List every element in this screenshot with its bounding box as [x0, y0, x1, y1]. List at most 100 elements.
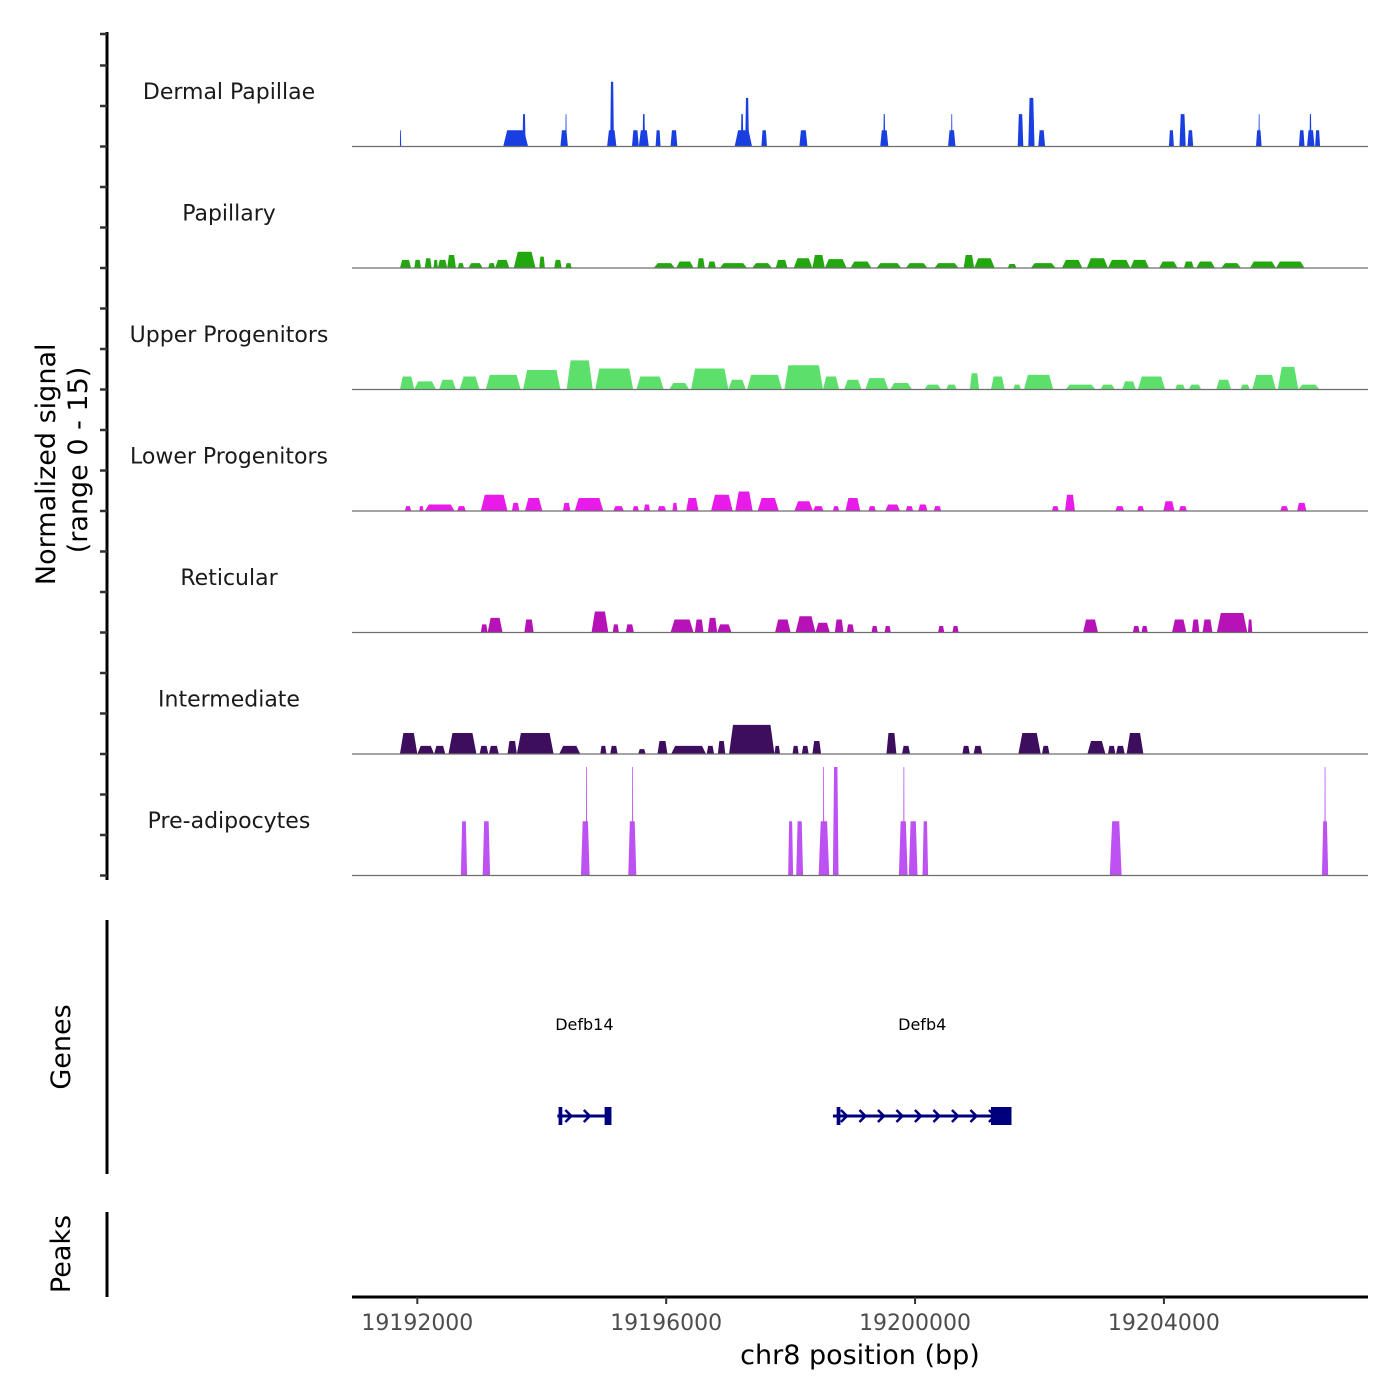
- x-axis-ticks: 19192000 19196000 19200000 19204000: [361, 1297, 1220, 1336]
- signal-peak: [399, 732, 418, 754]
- signal-peak: [846, 624, 855, 633]
- signal-peak: [815, 622, 830, 633]
- signal-peak: [747, 374, 782, 390]
- track-label: Reticular: [180, 566, 278, 591]
- signal-peak: [729, 724, 775, 754]
- track-pre-adipocytes: Pre-adipocytes: [148, 766, 1368, 877]
- signal-peak: [686, 498, 699, 511]
- signal-peak: [447, 255, 456, 268]
- signal-peak: [1202, 619, 1213, 633]
- signal-peak: [1275, 261, 1305, 268]
- signal-peak: [1038, 130, 1046, 147]
- signal-peak: [1018, 732, 1041, 754]
- track-label: Papillary: [182, 202, 276, 227]
- y-axis-title: Normalized signal (range 0 - 15): [31, 335, 94, 585]
- signal-peak: [795, 616, 816, 633]
- signal-peak: [625, 624, 634, 633]
- strand-arrow: [914, 1109, 923, 1123]
- signal-peak: [1196, 261, 1215, 268]
- signal-peak: [1163, 501, 1175, 511]
- signal-peak: [485, 374, 521, 390]
- signal-peak: [901, 745, 911, 754]
- signal-peak: [482, 821, 491, 876]
- signal-peak: [1065, 384, 1096, 390]
- signal-peak: [865, 378, 889, 390]
- signal-peak: [1137, 506, 1145, 511]
- signal-peak: [480, 494, 508, 511]
- signal-peak: [951, 114, 953, 147]
- signal-peak: [933, 506, 942, 511]
- signal-peak: [1221, 263, 1242, 268]
- y-axis-title-line1: Normalized signal: [31, 344, 62, 586]
- signal-peak: [657, 506, 667, 511]
- signal-peak: [1252, 374, 1276, 390]
- signal-peak: [479, 745, 489, 754]
- track-label: Upper Progenitors: [130, 323, 329, 348]
- signal-peak: [1061, 259, 1083, 268]
- signal-peak: [516, 732, 554, 754]
- signal-peak: [636, 376, 664, 390]
- gene-exon: [990, 1107, 1012, 1125]
- signal-peak: [908, 821, 918, 876]
- signal-peak: [691, 368, 729, 390]
- signal-peak: [566, 360, 593, 390]
- signal-peak: [671, 745, 707, 754]
- signal-peak: [752, 263, 772, 268]
- signal-peak: [1115, 506, 1125, 511]
- signal-peak: [457, 263, 464, 268]
- signal-peak: [1158, 261, 1178, 268]
- signal-peak: [717, 741, 726, 754]
- signal-peak: [884, 626, 891, 633]
- signal-peak: [1130, 259, 1149, 268]
- signal-y-ticks: [100, 32, 107, 877]
- signal-peak: [697, 258, 705, 268]
- signal-peak: [638, 749, 646, 754]
- signal-peak: [813, 506, 824, 511]
- signal-peak: [495, 259, 510, 268]
- signal-peak: [414, 381, 436, 390]
- track-label: Dermal Papillae: [143, 80, 315, 105]
- signal-peak: [1041, 745, 1050, 754]
- signal-peak: [439, 379, 456, 390]
- strand-arrow: [951, 1109, 960, 1123]
- x-tick-label: 19200000: [859, 1311, 971, 1336]
- signal-peak: [1179, 114, 1186, 147]
- signal-peak: [488, 263, 496, 268]
- signal-peak: [962, 745, 970, 754]
- gene-defb4: Defb4: [832, 1015, 1012, 1125]
- signal-peak: [990, 376, 1005, 390]
- signal-peak: [844, 379, 862, 390]
- y-axis-title-line2: (range 0 - 15): [63, 367, 94, 554]
- signal-peak: [918, 504, 928, 511]
- x-axis-title: chr8 position (bp): [740, 1340, 980, 1371]
- strand-arrow: [895, 1109, 905, 1123]
- signal-peak: [1315, 130, 1321, 147]
- signal-peak: [669, 383, 690, 390]
- gene-label: Defb14: [555, 1015, 613, 1034]
- signal-peak: [794, 501, 814, 511]
- signal-peak: [1324, 766, 1326, 876]
- signal-peak: [719, 263, 748, 268]
- signal-peak: [1187, 130, 1194, 147]
- signal-peak: [1247, 619, 1253, 633]
- signal-peak: [710, 494, 733, 511]
- gene-defb14: Defb14: [555, 1015, 614, 1125]
- signal-peak: [876, 263, 902, 268]
- signal-peak: [1083, 619, 1098, 633]
- signal-peak: [788, 821, 794, 876]
- signal-peak: [834, 619, 844, 633]
- signal-peak: [1116, 745, 1125, 754]
- signal-peak: [437, 259, 448, 268]
- track-lower-progenitors: Lower Progenitors: [130, 445, 1368, 512]
- signal-peak: [952, 626, 959, 633]
- signal-peak: [419, 506, 424, 511]
- signal-peak: [1258, 114, 1260, 147]
- signal-peak: [1309, 114, 1312, 147]
- track-upper-progenitors: Upper Progenitors: [130, 323, 1368, 391]
- track-label: Pre-adipocytes: [148, 809, 311, 834]
- signal-peak: [524, 619, 534, 633]
- gene-exon: [836, 1107, 841, 1125]
- signal-peak: [565, 114, 567, 147]
- signal-peak: [775, 259, 788, 268]
